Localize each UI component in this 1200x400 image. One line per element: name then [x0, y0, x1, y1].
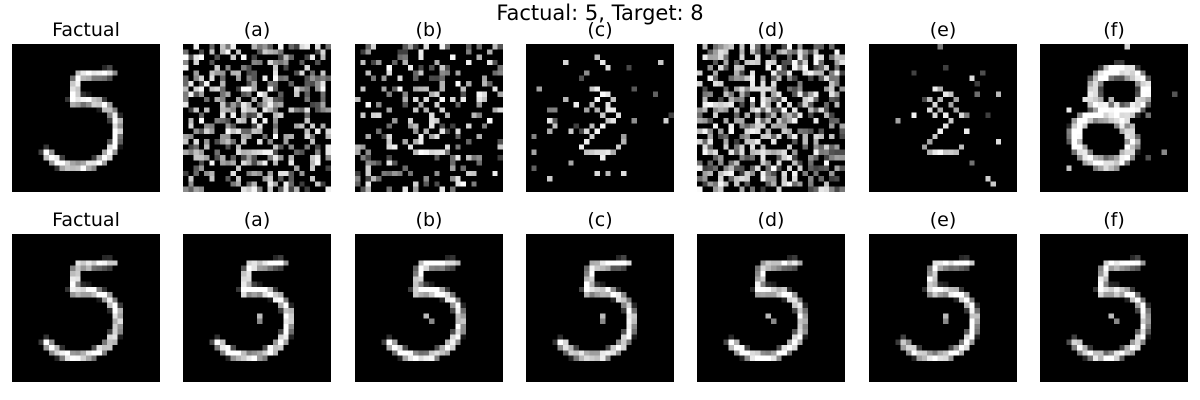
panel-title: (d) [757, 19, 785, 41]
digit-image-row1-a [183, 44, 331, 192]
panel-title: (a) [243, 209, 271, 231]
panel-title: (e) [929, 209, 957, 231]
digit-image-row2-b [355, 234, 503, 382]
digit-image-row2-e [869, 234, 1017, 382]
panel-title: Factual [52, 209, 120, 231]
panel-title: (c) [587, 19, 613, 41]
panel-title: (a) [243, 19, 271, 41]
digit-image-row2-d [697, 234, 845, 382]
panel-title: (f) [1103, 209, 1125, 231]
digit-image-row1-d [697, 44, 845, 192]
panel-title: (f) [1103, 19, 1125, 41]
panel-title: Factual [52, 19, 120, 41]
digit-image-row2-c [526, 234, 674, 382]
panel-title: (b) [415, 209, 443, 231]
digit-image-row2-a [183, 234, 331, 382]
digit-image-row1-b [355, 44, 503, 192]
digit-image-row1-c [526, 44, 674, 192]
figure-title: Factual: 5, Target: 8 [496, 1, 704, 25]
digit-image-row1-e [869, 44, 1017, 192]
panel-title: (e) [929, 19, 957, 41]
panel-title: (d) [757, 209, 785, 231]
digit-image-row2-factual [12, 234, 160, 382]
panel-title: (b) [415, 19, 443, 41]
digit-image-row1-f [1040, 44, 1188, 192]
digit-image-row2-f [1040, 234, 1188, 382]
digit-image-row1-factual [12, 44, 160, 192]
panel-title: (c) [587, 209, 613, 231]
